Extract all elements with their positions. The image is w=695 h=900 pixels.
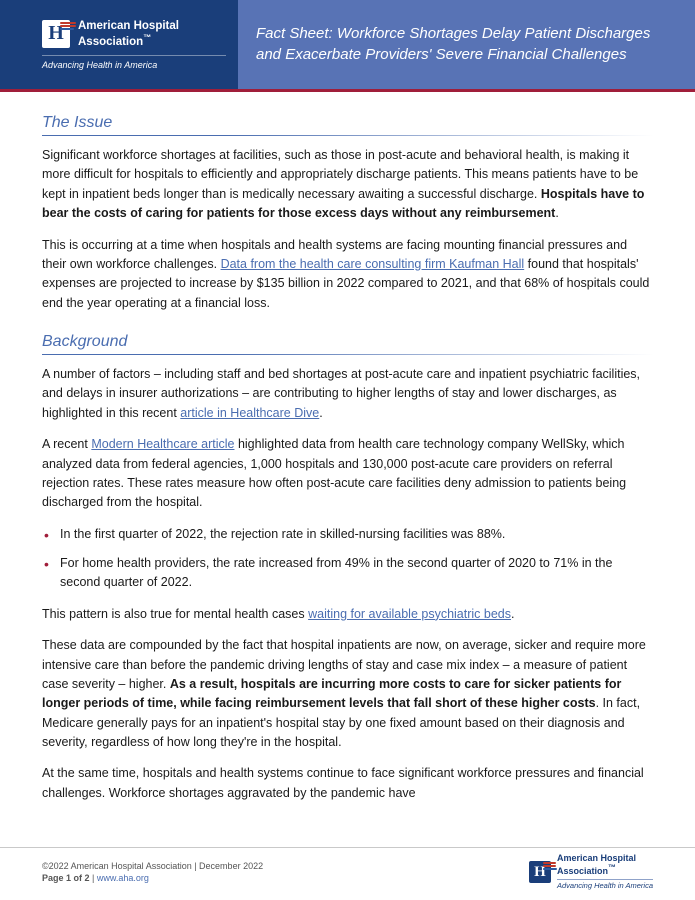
- flag-icon: [543, 862, 556, 870]
- aha-logo-icon: H: [529, 861, 551, 883]
- document-header: H American Hospital Association™ Advanci…: [0, 0, 695, 92]
- org-name-line1: American Hospital: [78, 20, 179, 32]
- section-heading-issue: The Issue: [42, 114, 653, 136]
- org-tagline: Advancing Health in America: [42, 55, 226, 70]
- separator: |: [90, 873, 97, 883]
- document-title: Fact Sheet: Workforce Shortages Delay Pa…: [238, 0, 695, 89]
- page-indicator: Page 1 of 2 | www.aha.org: [42, 872, 263, 885]
- org-name-line2: Association: [78, 36, 143, 48]
- text: American Hospital: [557, 853, 636, 863]
- header-logo-block: H American Hospital Association™ Advanci…: [0, 0, 238, 89]
- text: A number of factors – including staff an…: [42, 367, 640, 420]
- text: Association: [557, 866, 608, 876]
- text: This pattern is also true for mental hea…: [42, 607, 308, 621]
- org-name: American Hospital Association™: [78, 19, 179, 50]
- list-item: For home health providers, the rate incr…: [60, 554, 653, 593]
- list-item: In the first quarter of 2022, the reject…: [60, 525, 653, 544]
- page-of: of: [71, 873, 85, 883]
- footer-org-name: American Hospital Association™: [557, 854, 653, 877]
- footer-org-text: American Hospital Association™ Advancing…: [557, 854, 653, 890]
- footer-logo-block: H American Hospital Association™ Advanci…: [529, 854, 653, 890]
- background-paragraph-1: A number of factors – including staff an…: [42, 365, 653, 423]
- background-paragraph-4: These data are compounded by the fact th…: [42, 636, 653, 752]
- bullet-list: In the first quarter of 2022, the reject…: [42, 525, 653, 593]
- text: .: [319, 406, 322, 420]
- psychiatric-beds-link[interactable]: waiting for available psychiatric beds: [308, 607, 511, 621]
- kaufman-hall-link[interactable]: Data from the health care consulting fir…: [221, 257, 525, 271]
- text: .: [555, 206, 558, 220]
- modern-healthcare-link[interactable]: Modern Healthcare article: [91, 437, 234, 451]
- aha-url-link[interactable]: www.aha.org: [97, 873, 149, 883]
- text: A recent: [42, 437, 91, 451]
- healthcare-dive-link[interactable]: article in Healthcare Dive: [180, 406, 319, 420]
- footer-tagline: Advancing Health in America: [557, 879, 653, 890]
- section-heading-background: Background: [42, 333, 653, 355]
- footer-meta: ©2022 American Hospital Association | De…: [42, 860, 263, 885]
- aha-logo-icon: H: [42, 20, 70, 48]
- issue-paragraph-1: Significant workforce shortages at facil…: [42, 146, 653, 224]
- background-paragraph-2: A recent Modern Healthcare article highl…: [42, 435, 653, 513]
- background-paragraph-3: This pattern is also true for mental hea…: [42, 605, 653, 624]
- page-label: Page: [42, 873, 66, 883]
- issue-paragraph-2: This is occurring at a time when hospita…: [42, 236, 653, 314]
- text: .: [511, 607, 514, 621]
- background-paragraph-5: At the same time, hospitals and health s…: [42, 764, 653, 803]
- flag-icon: [60, 22, 76, 32]
- copyright-text: ©2022 American Hospital Association | De…: [42, 860, 263, 873]
- logo-row: H American Hospital Association™: [42, 19, 226, 50]
- document-body: The Issue Significant workforce shortage…: [0, 92, 695, 803]
- document-footer: ©2022 American Hospital Association | De…: [0, 847, 695, 900]
